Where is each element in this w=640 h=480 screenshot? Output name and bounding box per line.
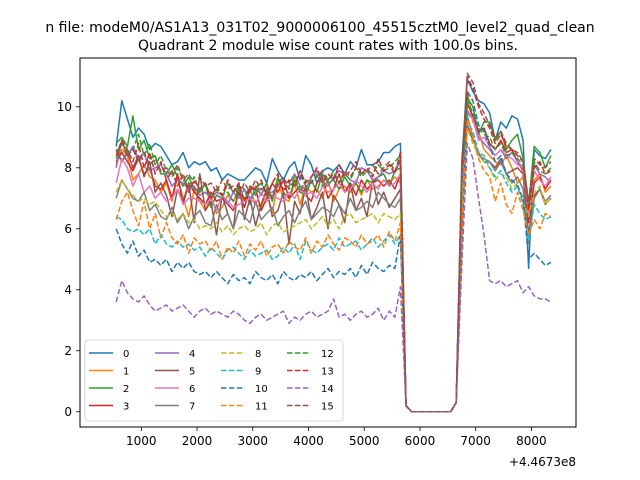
legend-label-5: 5 [189, 367, 195, 378]
legend-label-2: 2 [123, 384, 129, 395]
x-tick-label: 5000 [349, 434, 380, 448]
legend-label-11: 11 [255, 402, 268, 413]
y-tick-label: 2 [64, 344, 72, 358]
legend-box [84, 339, 344, 422]
legend-label-15: 15 [321, 402, 334, 413]
series-line-6 [115, 109, 552, 413]
legend-label-7: 7 [189, 402, 195, 413]
legend-label-9: 9 [255, 367, 261, 378]
series-line-14 [115, 142, 552, 413]
series-line-8 [115, 127, 552, 413]
legend-label-12: 12 [321, 349, 334, 360]
legend-label-4: 4 [189, 349, 195, 360]
legend-label-8: 8 [255, 349, 261, 360]
figure-suptitle: n file: modeM0/AS1A13_031T02_9000006100_… [45, 20, 594, 36]
legend-label-1: 1 [123, 367, 129, 378]
series-line-4 [115, 112, 552, 413]
legend-label-6: 6 [189, 384, 195, 395]
series-line-9 [115, 121, 552, 413]
plot-frame [79, 57, 577, 428]
legend-label-10: 10 [255, 384, 268, 395]
y-tick-label: 10 [57, 100, 72, 114]
y-tick-label: 4 [64, 283, 72, 297]
series-line-11 [115, 118, 552, 413]
y-tick-label: 8 [64, 161, 72, 175]
x-offset-label: +4.4673e8 [509, 455, 576, 469]
series-line-10 [115, 90, 552, 413]
legend-label-3: 3 [123, 402, 129, 413]
y-tick-label: 6 [64, 222, 72, 236]
legend-label-14: 14 [321, 384, 334, 395]
x-tick-label: 6000 [405, 434, 436, 448]
x-tick-label: 1000 [126, 434, 157, 448]
x-tick-label: 7000 [460, 434, 491, 448]
series-line-15 [115, 72, 552, 413]
series-line-13 [115, 75, 552, 413]
x-tick-label: 4000 [293, 434, 324, 448]
series-lines [115, 72, 552, 413]
legend-label-13: 13 [321, 367, 334, 378]
chart-title: Quadrant 2 module wise count rates with … [138, 38, 518, 54]
x-tick-label: 3000 [237, 434, 268, 448]
x-tick-label: 8000 [516, 434, 547, 448]
legend-label-0: 0 [123, 349, 129, 360]
x-tick-label: 2000 [182, 434, 213, 448]
series-line-12 [115, 99, 552, 413]
y-tick-label: 0 [64, 405, 72, 419]
